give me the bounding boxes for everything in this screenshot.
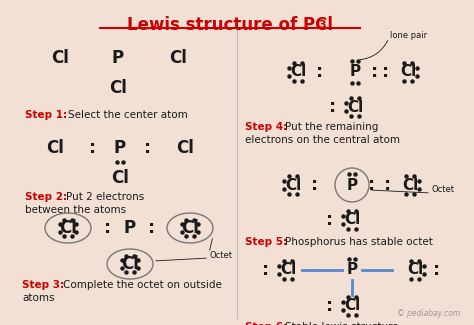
Text: :: : bbox=[104, 219, 111, 237]
Text: P: P bbox=[124, 219, 136, 237]
Text: Put 2 electrons: Put 2 electrons bbox=[66, 192, 144, 202]
Text: :: : bbox=[383, 63, 390, 81]
Text: :: : bbox=[327, 211, 334, 229]
Text: Cl: Cl bbox=[51, 49, 69, 67]
Text: Cl: Cl bbox=[344, 298, 360, 314]
Text: Octet: Octet bbox=[432, 186, 455, 194]
Text: Step 1:: Step 1: bbox=[25, 110, 67, 120]
Text: Step 2:: Step 2: bbox=[25, 192, 67, 202]
Text: P: P bbox=[346, 177, 357, 192]
Text: :: : bbox=[148, 219, 155, 237]
Text: lone pair: lone pair bbox=[390, 31, 427, 40]
Text: Cl: Cl bbox=[400, 64, 416, 80]
Text: Cl: Cl bbox=[46, 139, 64, 157]
Text: atoms: atoms bbox=[22, 293, 55, 303]
Text: :: : bbox=[311, 176, 319, 194]
Text: Step 6:: Step 6: bbox=[245, 322, 287, 325]
Text: Put the remaining: Put the remaining bbox=[285, 122, 378, 132]
Text: Cl: Cl bbox=[280, 263, 296, 278]
Text: :: : bbox=[372, 63, 379, 81]
Text: Select the center atom: Select the center atom bbox=[68, 110, 188, 120]
Text: Cl: Cl bbox=[347, 99, 363, 114]
Text: Step 4:: Step 4: bbox=[245, 122, 287, 132]
Text: :: : bbox=[145, 139, 152, 157]
Text: Cl: Cl bbox=[109, 79, 127, 97]
Text: P: P bbox=[112, 49, 124, 67]
Text: Cl: Cl bbox=[285, 177, 301, 192]
Text: Cl: Cl bbox=[176, 139, 194, 157]
Text: Cl: Cl bbox=[290, 64, 306, 80]
Text: electrons on the central atom: electrons on the central atom bbox=[245, 135, 400, 145]
Text: P: P bbox=[114, 139, 126, 157]
Text: Phosphorus has stable octet: Phosphorus has stable octet bbox=[285, 237, 433, 247]
Text: Step 5:: Step 5: bbox=[245, 237, 287, 247]
Text: Step 3:: Step 3: bbox=[22, 280, 64, 290]
Text: :: : bbox=[263, 261, 270, 279]
Text: :: : bbox=[368, 176, 375, 194]
Text: Cl: Cl bbox=[169, 49, 187, 67]
Text: :: : bbox=[433, 261, 440, 279]
Text: Cl: Cl bbox=[402, 177, 418, 192]
Text: :: : bbox=[329, 98, 337, 116]
Text: Cl: Cl bbox=[121, 255, 139, 273]
Text: 3: 3 bbox=[318, 20, 326, 30]
Text: Cl: Cl bbox=[59, 219, 77, 237]
Text: :: : bbox=[384, 176, 392, 194]
Text: Octet: Octet bbox=[210, 252, 233, 261]
Text: P: P bbox=[346, 263, 357, 278]
Text: © pediabay.com: © pediabay.com bbox=[397, 309, 460, 318]
Text: Lewis structure of PCl: Lewis structure of PCl bbox=[127, 16, 333, 34]
Text: Cl: Cl bbox=[181, 219, 199, 237]
Text: :: : bbox=[90, 139, 97, 157]
Text: Cl: Cl bbox=[407, 263, 423, 278]
Text: :: : bbox=[327, 297, 334, 315]
Text: Cl: Cl bbox=[111, 169, 129, 187]
Text: –: – bbox=[309, 263, 317, 278]
Text: between the atoms: between the atoms bbox=[25, 205, 126, 215]
Text: Complete the octet on outside: Complete the octet on outside bbox=[63, 280, 222, 290]
Text: :: : bbox=[317, 63, 324, 81]
Text: Cl: Cl bbox=[344, 213, 360, 228]
Text: Stable lewis structure: Stable lewis structure bbox=[285, 322, 399, 325]
Text: P: P bbox=[349, 64, 361, 80]
